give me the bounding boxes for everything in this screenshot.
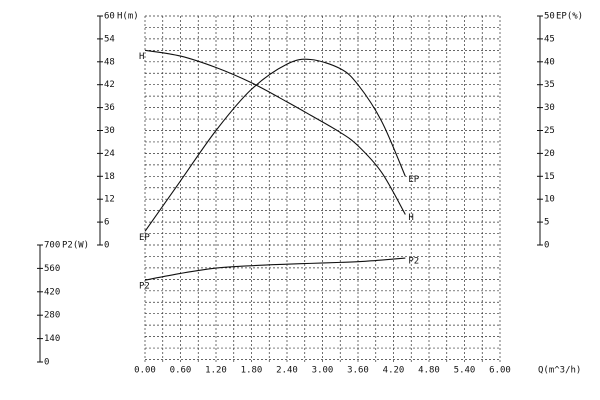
y-tick-label: 6: [104, 218, 109, 228]
y-tick-label: 24: [104, 149, 115, 159]
x-tick-label: 6.00: [489, 366, 511, 376]
line: [144, 49, 406, 215]
x-tick-label: 0.60: [170, 366, 192, 376]
y2-tick-label: 5: [544, 218, 549, 228]
y2-tick-label: 15: [544, 172, 555, 182]
series-label: P2: [139, 282, 150, 292]
x-tick-label: 0.00: [134, 366, 156, 376]
y3-tick-label: 140: [44, 334, 60, 344]
y-tick-label: 12: [104, 195, 115, 205]
line: [144, 58, 406, 232]
x-tick-label: 4.80: [418, 366, 440, 376]
y3-tick-label: 560: [44, 264, 60, 274]
x-tick-label: 1.20: [205, 366, 227, 376]
y-tick-label: 0: [104, 241, 109, 251]
y2-tick-label: 20: [544, 149, 555, 159]
series-label: EP: [139, 233, 150, 243]
x-tick-label: 1.80: [241, 366, 263, 376]
x-tick-label: 3.00: [312, 366, 334, 376]
y2-tick-label: 10: [544, 195, 555, 205]
y3-tick-label: 280: [44, 311, 60, 321]
x-axis-title: Q(m^3/h): [538, 366, 581, 376]
series-label: EP: [408, 175, 419, 185]
x-tick-label: 4.20: [383, 366, 405, 376]
y3-tick-label: 420: [44, 287, 60, 297]
series-label: H: [408, 213, 413, 223]
x-tick-label: 2.40: [276, 366, 298, 376]
y2-tick-label: 0: [544, 241, 549, 251]
y-tick-label: 18: [104, 172, 115, 182]
y2-tick-label: 45: [544, 34, 555, 44]
y-tick-label: 54: [104, 34, 115, 44]
y-tick-label: 36: [104, 103, 115, 113]
y2-tick-label: 40: [544, 57, 555, 67]
y3-tick-label: 700: [44, 241, 60, 251]
y2-axis-title: EP(%): [556, 12, 583, 22]
series-label: H: [139, 52, 144, 62]
y-tick-label: 60: [104, 12, 115, 22]
line: [144, 257, 406, 281]
y-tick-label: 30: [104, 126, 115, 136]
y2-tick-label: 50: [544, 12, 555, 22]
series-label: P2: [408, 257, 419, 267]
y3-tick-label: 0: [44, 358, 49, 368]
y-tick-label: 42: [104, 80, 115, 90]
x-tick-label: 5.40: [454, 366, 476, 376]
y-axis-title: H(m): [117, 12, 139, 22]
y3-axis-title: P2(W): [62, 241, 89, 251]
y-tick-label: 48: [104, 57, 115, 67]
x-tick-label: 3.60: [347, 366, 369, 376]
y2-tick-label: 35: [544, 80, 555, 90]
y2-tick-label: 30: [544, 103, 555, 113]
y2-tick-label: 25: [544, 126, 555, 136]
